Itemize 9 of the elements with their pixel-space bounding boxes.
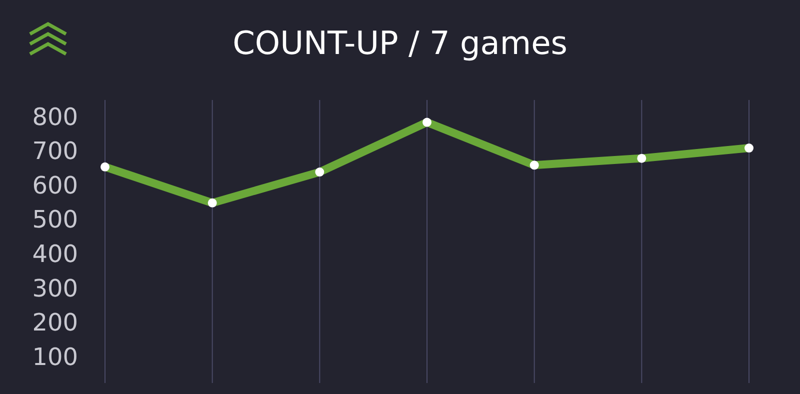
y-tick-label: 400 <box>32 240 78 268</box>
y-tick-label: 200 <box>32 308 78 337</box>
y-tick-label: 800 <box>32 102 78 131</box>
y-tick-label: 500 <box>32 206 78 234</box>
y-tick-label: 100 <box>32 342 78 371</box>
chart-title: COUNT-UP / 7 games <box>232 24 568 62</box>
y-tick-label: 300 <box>32 274 78 302</box>
y-tick-label: 600 <box>32 171 78 200</box>
y-tick-label: 700 <box>32 137 78 166</box>
